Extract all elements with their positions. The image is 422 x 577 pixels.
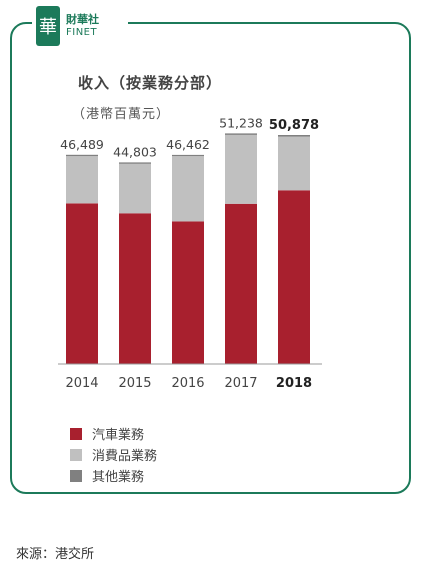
- total-label-2018: 50,878: [269, 118, 319, 133]
- legend-item-3: 其他業務: [70, 465, 157, 486]
- legend-label-2: 消費品業務: [92, 449, 158, 464]
- category-label-2016: 2016: [171, 376, 204, 391]
- bar-segment-1-2016: [172, 221, 204, 364]
- bar-segment-3-2016: [172, 154, 204, 157]
- legend-swatch-3: [70, 469, 82, 482]
- logo-chinese-name: 財華社: [66, 13, 99, 27]
- legend-item-2: 消費品業務: [70, 444, 157, 465]
- category-label-2017: 2017: [224, 376, 257, 391]
- logo-english-name: FINET: [66, 26, 98, 38]
- bar-segment-1-2015: [119, 213, 151, 365]
- bar-segment-3-2015: [119, 162, 151, 164]
- source-note: 來源：港交所: [16, 547, 95, 562]
- bar-segment-2-2017: [225, 135, 257, 204]
- bar-segment-2-2016: [172, 156, 204, 222]
- chart-legend: 汽車業務消費品業務其他業務: [70, 423, 157, 486]
- legend-item-1: 汽車業務: [70, 423, 157, 444]
- legend-swatch-2: [70, 448, 82, 461]
- bar-segment-1-2014: [66, 203, 98, 364]
- total-label-2015: 44,803: [113, 144, 157, 159]
- total-label-2016: 46,462: [166, 137, 210, 152]
- total-label-2017: 51,238: [219, 115, 263, 130]
- bar-segment-3-2018: [278, 135, 310, 137]
- bar-segment-3-2014: [66, 154, 98, 157]
- bar-segment-2-2014: [66, 156, 98, 204]
- bar-segment-2-2018: [278, 136, 310, 191]
- legend-label-3: 其他業務: [92, 470, 145, 485]
- chart-subtitle: （港幣百萬元）: [72, 107, 171, 122]
- logo-mark: 華: [36, 6, 60, 46]
- bar-segment-1-2017: [225, 203, 257, 364]
- category-label-2018: 2018: [276, 376, 312, 391]
- finet-logo: 華 財華社 FINET: [32, 4, 128, 48]
- bar-segment-1-2018: [278, 190, 310, 364]
- legend-label-1: 汽車業務: [92, 428, 145, 443]
- bar-segment-3-2017: [225, 133, 257, 135]
- total-label-2014: 46,489: [60, 137, 104, 152]
- legend-swatch-1: [70, 427, 82, 440]
- bar-segment-2-2015: [119, 163, 151, 214]
- category-label-2015: 2015: [118, 376, 151, 391]
- chart-title: 收入（按業務分部）: [78, 74, 223, 92]
- category-label-2014: 2014: [65, 376, 98, 391]
